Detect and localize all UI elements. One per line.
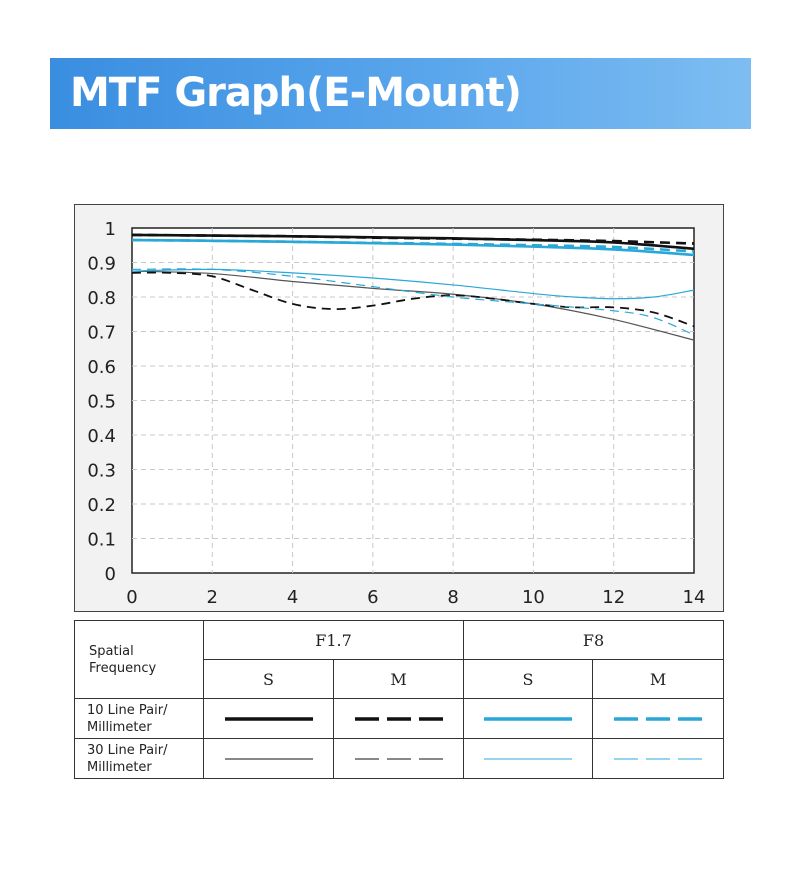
x-tick-label: 6 xyxy=(367,587,378,608)
grid-lines xyxy=(132,228,694,573)
series-line-f8_30_s xyxy=(131,268,695,300)
y-tick-label: 0.7 xyxy=(87,323,116,344)
legend-table: Spatial Frequency F1.7 F8 S M S M 10 Lin… xyxy=(74,620,725,779)
mtf-chart: 0 0.1 0.2 0.3 0.4 0.5 0.6 0.7 0.8 0.9 1 0 2 4 6 8 10 12 1… xyxy=(87,219,705,608)
legend-sub-f17-s: S xyxy=(203,659,334,699)
legend-swatch-f17-10-s xyxy=(203,698,334,739)
y-tick-label: 0 xyxy=(105,564,116,585)
x-tick-label: 12 xyxy=(602,587,625,608)
series-line-f8_10_m xyxy=(131,238,695,253)
y-tick-label: 0.4 xyxy=(87,426,116,447)
title-banner: MTF Graph(E-Mount) xyxy=(50,58,751,129)
series-line-f17_10_m xyxy=(131,233,695,245)
x-tick-label: 8 xyxy=(447,587,458,608)
x-axis-ticks: 0 2 4 6 8 10 12 14 xyxy=(126,587,705,608)
x-tick-label: 10 xyxy=(522,587,545,608)
y-tick-label: 0.1 xyxy=(87,530,116,551)
series-line-f8_30_m xyxy=(131,268,695,336)
legend-swatch-f17-30-s xyxy=(203,738,334,779)
legend-swatch-f17-30-m xyxy=(332,738,465,779)
y-tick-label: 0.5 xyxy=(87,392,116,413)
legend-row-10lp-line2: Millimeter xyxy=(87,719,152,735)
legend-corner-line1: Spatial xyxy=(89,643,134,659)
x-tick-label: 14 xyxy=(683,587,706,608)
x-tick-label: 4 xyxy=(287,587,298,608)
legend-row-10lp-line1: 10 Line Pair/ xyxy=(87,702,168,718)
y-tick-label: 0.2 xyxy=(87,495,116,516)
legend-swatch-f17-10-m xyxy=(332,698,465,739)
legend-row-10lp: 10 Line Pair/ Millimeter xyxy=(74,698,204,739)
legend-swatch-f8-30-s xyxy=(463,738,594,779)
legend-swatch-f8-10-m xyxy=(592,698,725,739)
legend-sub-f17-m: M xyxy=(332,659,465,699)
page-title: MTF Graph(E-Mount) xyxy=(70,70,522,116)
mtf-chart-frame: 0 0.1 0.2 0.3 0.4 0.5 0.6 0.7 0.8 0.9 1 0 2 4 6 8 10 12 1… xyxy=(74,204,724,612)
x-tick-label: 2 xyxy=(207,587,218,608)
legend-sub-f8-m: M xyxy=(592,659,725,699)
y-tick-label: 0.8 xyxy=(87,288,116,309)
y-tick-label: 0.3 xyxy=(87,461,116,482)
series-group xyxy=(131,233,695,341)
y-axis-ticks: 0 0.1 0.2 0.3 0.4 0.5 0.6 0.7 0.8 0.9 1 xyxy=(87,219,116,585)
y-tick-label: 0.9 xyxy=(87,254,116,275)
legend-corner-line2: Frequency xyxy=(89,660,157,676)
y-tick-label: 0.6 xyxy=(87,357,116,378)
legend-row-30lp-line1: 30 Line Pair/ xyxy=(87,742,168,758)
legend-swatch-f8-10-s xyxy=(463,698,594,739)
legend-swatch-f8-30-m xyxy=(592,738,725,779)
series-line-f17_30_m xyxy=(131,271,695,328)
x-tick-label: 0 xyxy=(126,587,137,608)
legend-row-30lp-line2: Millimeter xyxy=(87,759,152,775)
legend-sub-f8-s: S xyxy=(463,659,594,699)
series-line-f17_30_s xyxy=(131,270,695,341)
legend-corner: Spatial Frequency xyxy=(74,620,204,699)
y-tick-label: 1 xyxy=(105,219,116,240)
legend-group-f17: F1.7 xyxy=(202,620,465,660)
legend-row-30lp: 30 Line Pair/ Millimeter xyxy=(74,738,204,779)
legend-group-f8: F8 xyxy=(463,620,725,660)
